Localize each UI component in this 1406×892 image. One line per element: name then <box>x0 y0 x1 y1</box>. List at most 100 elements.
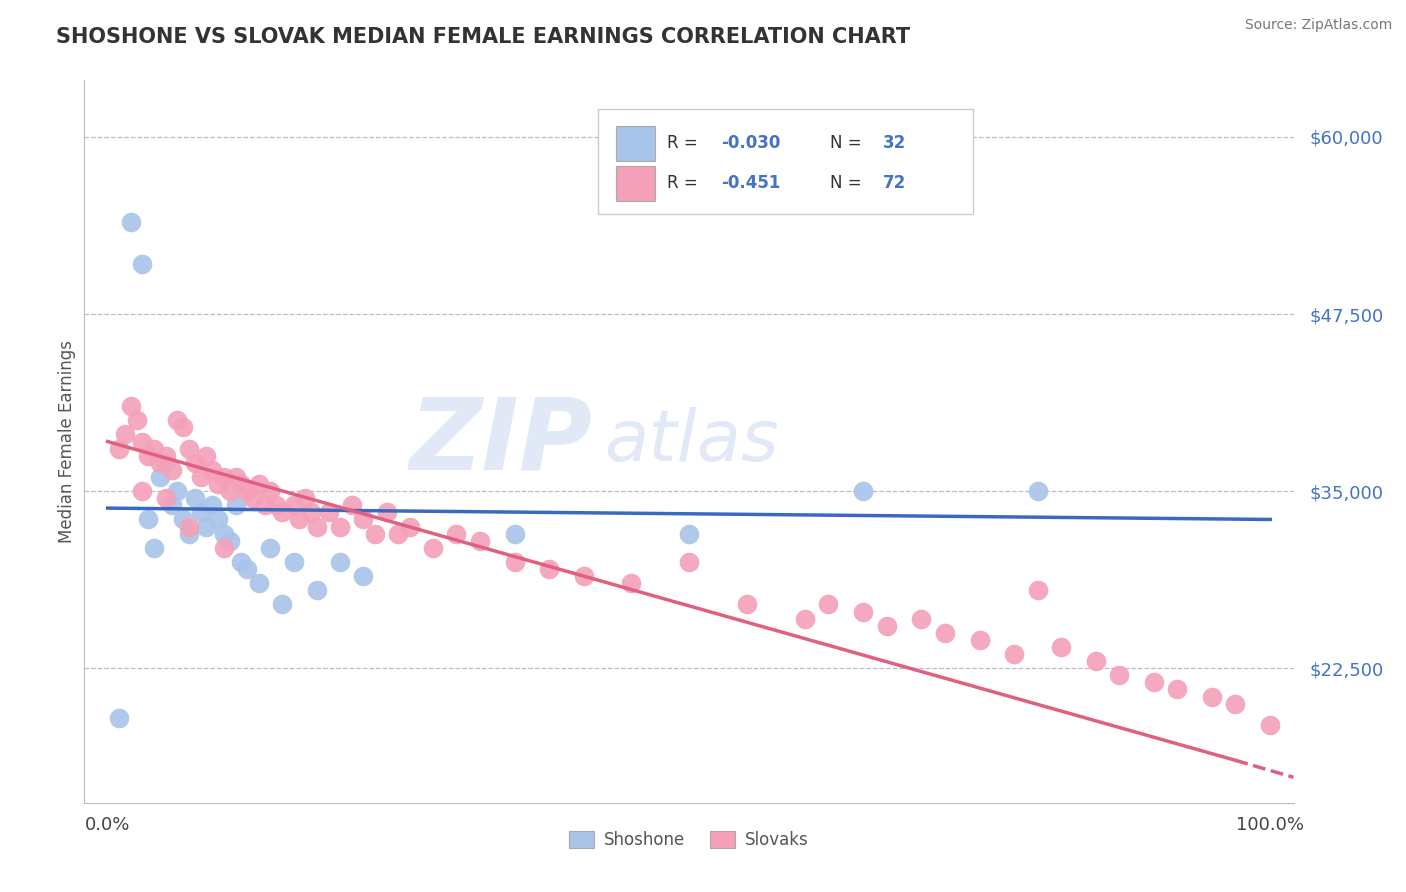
Point <box>212 470 235 484</box>
Text: -0.030: -0.030 <box>721 134 780 153</box>
Point <box>1143 675 1166 690</box>
Point <box>1258 718 1281 732</box>
Point <box>242 491 264 506</box>
Point <box>160 463 183 477</box>
Point <box>446 526 468 541</box>
Point <box>375 505 398 519</box>
Text: N =: N = <box>831 174 868 192</box>
Point <box>143 442 166 456</box>
Point <box>969 632 991 647</box>
Point <box>120 215 142 229</box>
Point <box>1026 484 1049 499</box>
Point <box>177 526 200 541</box>
Point <box>190 505 212 519</box>
Y-axis label: Median Female Earnings: Median Female Earnings <box>58 340 76 543</box>
Text: 32: 32 <box>883 134 905 153</box>
Point <box>201 498 224 512</box>
Point <box>318 505 340 519</box>
Point <box>247 576 270 591</box>
Point <box>538 562 561 576</box>
Point <box>125 413 148 427</box>
Point <box>283 555 305 569</box>
Point <box>212 526 235 541</box>
Point <box>172 420 194 434</box>
Point <box>218 533 240 548</box>
Point <box>231 477 253 491</box>
Text: ZIP: ZIP <box>409 393 592 490</box>
Point <box>422 541 444 555</box>
Point <box>114 427 136 442</box>
Text: N =: N = <box>831 134 868 153</box>
Point <box>876 618 898 632</box>
Point <box>1108 668 1130 682</box>
Point <box>288 512 311 526</box>
Point <box>143 541 166 555</box>
Point <box>212 541 235 555</box>
Point <box>352 512 374 526</box>
Point <box>108 711 131 725</box>
Point <box>1004 647 1026 661</box>
Point <box>387 526 409 541</box>
Point <box>225 498 247 512</box>
Point <box>253 498 276 512</box>
Text: SHOSHONE VS SLOVAK MEDIAN FEMALE EARNINGS CORRELATION CHART: SHOSHONE VS SLOVAK MEDIAN FEMALE EARNING… <box>56 27 910 46</box>
Legend: Shoshone, Slovaks: Shoshone, Slovaks <box>562 824 815 856</box>
Point <box>177 442 200 456</box>
Point <box>136 512 159 526</box>
Point <box>364 526 387 541</box>
Point <box>172 512 194 526</box>
Point <box>131 484 153 499</box>
Point <box>817 598 839 612</box>
Point <box>247 477 270 491</box>
Point <box>155 449 177 463</box>
FancyBboxPatch shape <box>616 166 655 201</box>
Point <box>236 484 259 499</box>
Point <box>131 257 153 271</box>
Point <box>794 612 817 626</box>
Point <box>1166 682 1188 697</box>
Point <box>574 569 596 583</box>
Point <box>166 413 188 427</box>
Point <box>1026 583 1049 598</box>
Point <box>340 498 363 512</box>
Point <box>108 442 131 456</box>
Point <box>259 541 281 555</box>
FancyBboxPatch shape <box>599 109 973 214</box>
Point <box>735 598 758 612</box>
Point <box>201 463 224 477</box>
Point <box>195 449 218 463</box>
Point <box>503 526 526 541</box>
Point <box>329 555 352 569</box>
Point <box>678 526 700 541</box>
Point <box>259 484 281 499</box>
Text: atlas: atlas <box>605 407 779 476</box>
Point <box>305 519 328 533</box>
Text: Source: ZipAtlas.com: Source: ZipAtlas.com <box>1244 18 1392 32</box>
Point <box>352 569 374 583</box>
FancyBboxPatch shape <box>616 126 655 161</box>
Point <box>184 491 207 506</box>
Point <box>218 484 240 499</box>
Point <box>283 498 305 512</box>
Point <box>184 456 207 470</box>
Point <box>231 555 253 569</box>
Point <box>225 470 247 484</box>
Point <box>177 519 200 533</box>
Point <box>166 484 188 499</box>
Point <box>503 555 526 569</box>
Point <box>149 470 172 484</box>
Point <box>620 576 643 591</box>
Point <box>910 612 932 626</box>
Point <box>1225 697 1247 711</box>
Text: 72: 72 <box>883 174 905 192</box>
Point <box>852 484 875 499</box>
Text: R =: R = <box>668 134 703 153</box>
Point <box>468 533 491 548</box>
Point <box>195 519 218 533</box>
Point <box>1201 690 1223 704</box>
Point <box>1084 654 1107 668</box>
Text: -0.451: -0.451 <box>721 174 780 192</box>
Point <box>934 625 956 640</box>
Point <box>264 498 287 512</box>
Point <box>236 562 259 576</box>
